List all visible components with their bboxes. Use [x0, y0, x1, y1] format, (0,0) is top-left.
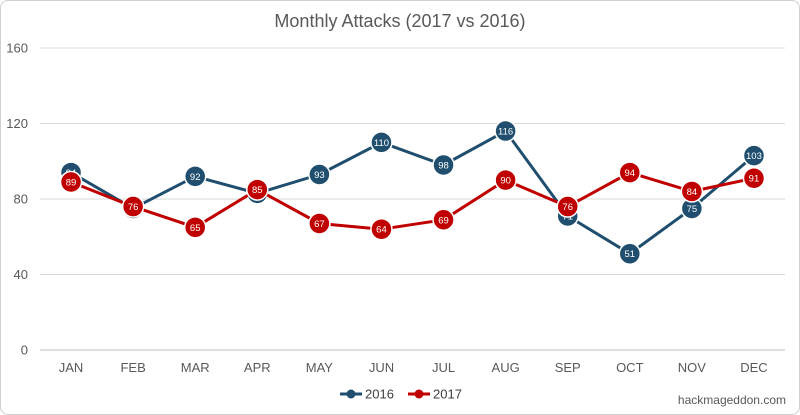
data-label-2017-may: 67 — [314, 219, 325, 230]
grid — [40, 47, 785, 351]
x-tick-label-jun: JUN — [369, 360, 394, 375]
legend-marker-2016 — [346, 389, 356, 399]
x-tick-label-oct: OCT — [616, 360, 644, 375]
legend-label-2016: 2016 — [365, 387, 394, 402]
series-layer: 9492931109811671517510389766585676469907… — [59, 119, 766, 265]
x-tick-label-feb: FEB — [120, 360, 145, 375]
series-2016: 94929311098116715175103 — [59, 119, 766, 265]
legend: 2016 2017 — [340, 387, 462, 402]
point-2017-aug — [494, 168, 517, 192]
point-2017-apr — [246, 178, 269, 201]
chart-title: Monthly Attacks (2017 vs 2016) — [274, 11, 525, 31]
data-label-2017-mar: 65 — [190, 223, 201, 234]
data-label-2017-sep: 76 — [562, 202, 573, 213]
point-2017-may — [308, 212, 331, 235]
series-line-2017 — [69, 171, 756, 231]
y-tick-label-80: 80 — [14, 192, 28, 207]
series-line-2016 — [69, 129, 756, 256]
point-2017-feb — [121, 195, 145, 218]
point-2016-jul — [432, 153, 455, 177]
point-2017-jul — [432, 208, 455, 232]
x-tick-label-jul: JUL — [432, 360, 455, 375]
point-2017-dec — [742, 166, 766, 190]
point-2017-sep — [556, 195, 579, 218]
y-tick-label-160: 160 — [6, 41, 28, 56]
x-tick-label-mar: MAR — [181, 360, 210, 375]
data-label-2016-nov: 75 — [687, 204, 698, 215]
data-label-2017-feb: 76 — [128, 202, 139, 213]
y-tick-label-0: 0 — [21, 343, 28, 358]
point-2017-nov — [680, 180, 704, 203]
data-label-2017-oct: 94 — [625, 168, 636, 179]
x-tick-label-nov: NOV — [678, 360, 707, 375]
data-label-2016-oct: 51 — [625, 249, 636, 260]
point-2017-jan — [59, 170, 83, 194]
data-label-2016-may: 93 — [314, 170, 325, 181]
legend-label-2017: 2017 — [433, 387, 462, 402]
data-label-2017-dec: 91 — [749, 174, 760, 185]
data-label-2016-aug: 116 — [498, 127, 513, 138]
data-label-2016-jul: 98 — [438, 161, 449, 172]
x-tick-label-may: MAY — [306, 360, 334, 375]
point-2017-mar — [183, 216, 207, 239]
axes: 0 40 80 120 160 JAN FEB MAR APR MAY JUN JUL AUG SEP OC… — [6, 41, 767, 376]
data-label-2016-dec: 103 — [746, 151, 762, 162]
data-label-2016-mar: 92 — [190, 172, 201, 183]
point-2016-dec — [742, 144, 766, 167]
source-credit: hackmageddon.com — [678, 393, 786, 407]
data-label-2016-jun: 110 — [374, 138, 389, 149]
data-label-2017-aug: 90 — [500, 176, 511, 187]
data-label-2017-jun: 64 — [376, 225, 387, 236]
point-2016-may — [308, 163, 331, 186]
data-label-2017-jul: 69 — [438, 215, 449, 226]
x-tick-label-sep: SEP — [555, 360, 581, 375]
point-2017-oct — [618, 161, 642, 184]
point-2016-jun — [370, 131, 393, 154]
x-tick-label-apr: APR — [244, 360, 271, 375]
y-tick-label-120: 120 — [6, 116, 28, 131]
point-2017-jun — [370, 217, 393, 241]
data-label-2017-jan: 89 — [66, 178, 77, 189]
x-tick-label-jan: JAN — [59, 360, 84, 375]
point-2016-mar — [183, 165, 207, 188]
y-tick-label-40: 40 — [14, 267, 28, 282]
x-tick-label-aug: AUG — [492, 360, 520, 375]
legend-marker-2017 — [414, 389, 424, 399]
point-2016-oct — [618, 242, 642, 265]
x-tick-label-dec: DEC — [740, 360, 767, 375]
point-2016-aug — [494, 119, 517, 143]
data-label-2017-apr: 85 — [252, 185, 263, 196]
series-2017: 89 76 65 85 67 64 69 90 76 94 84 91 — [59, 161, 766, 241]
data-label-2017-nov: 84 — [687, 187, 698, 198]
